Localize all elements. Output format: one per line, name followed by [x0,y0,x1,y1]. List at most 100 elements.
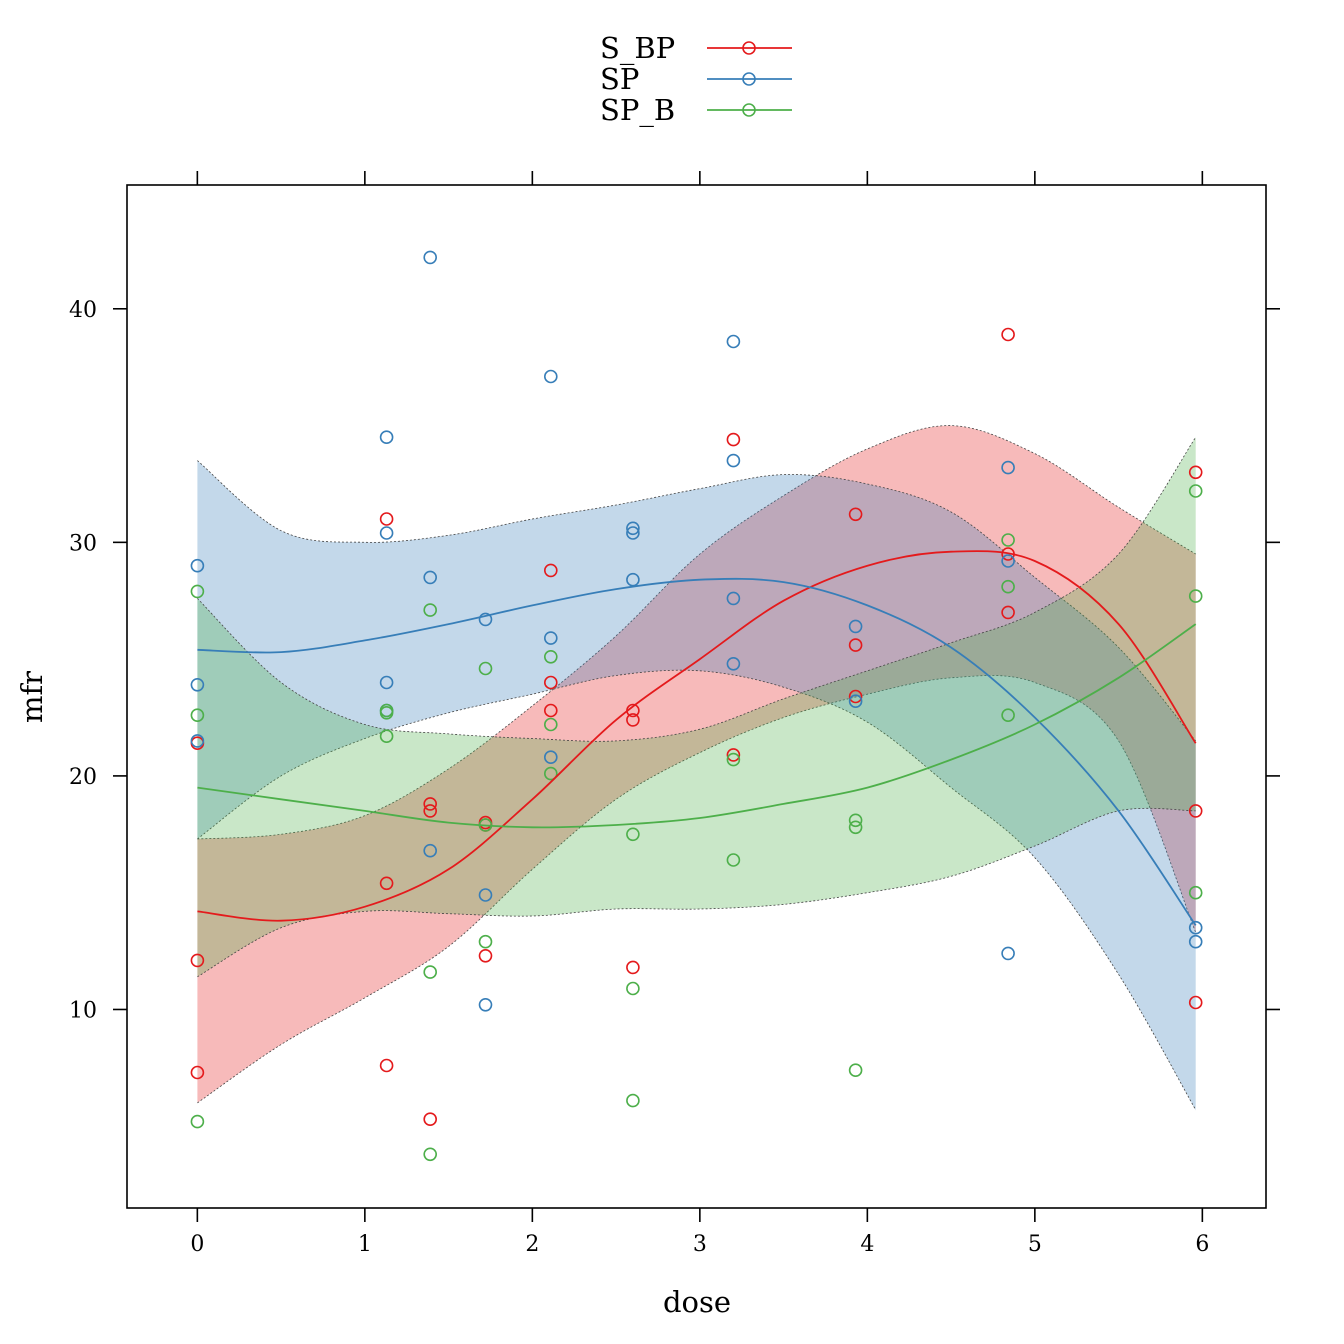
point-s-bp [379,1058,394,1073]
legend-item-s-bp: S_BP [600,31,792,66]
point-s-bp [848,638,863,652]
point-s-bp [423,804,438,818]
point-sp-b [626,981,640,996]
data-points [190,250,1203,1162]
plot-frame [126,184,1267,1209]
point-s-bp [1001,605,1015,620]
point-sp [423,843,438,858]
point-sp [848,619,863,634]
band-upper-edge [197,436,1197,742]
point-s-bp [1001,327,1015,342]
x-axis-title: dose [663,1285,731,1319]
confidence-bands [197,425,1197,1111]
point-sp [423,250,438,265]
x-tick-label: 4 [860,1232,874,1257]
x-tick-label: 6 [1195,1232,1209,1257]
point-sp [848,694,863,709]
legend-label: SP_B [600,93,675,128]
point-sp [726,656,741,671]
point-sp [1001,946,1015,961]
y-tick-label: 40 [69,298,97,323]
point-sp-b [1001,533,1015,547]
band-lower-edge [197,675,1197,1104]
point-sp [726,334,741,349]
point-s-bp [543,563,558,578]
y-tick-label: 30 [69,531,97,556]
point-sp-b [543,649,558,664]
point-sp [726,453,741,468]
point-sp [379,675,394,690]
point-sp-b [1188,589,1203,603]
legend-marker [742,72,756,86]
fit-lines [197,550,1197,926]
legend-label: S_BP [600,31,675,66]
point-sp-b [1001,708,1015,723]
point-sp [379,526,394,540]
point-sp-b [423,1147,438,1162]
point-s-bp [848,507,863,522]
point-sp-b [1188,484,1203,498]
x-axis: 0 1 2 3 4 5 6 [190,171,1209,1257]
band-lower-edge [197,669,1197,1111]
point-s-bp [423,797,438,811]
point-sp [423,570,438,585]
point-sp [478,612,493,627]
point-sp [478,888,493,902]
point-sp [1188,934,1203,949]
point-sp [190,558,205,573]
point-sp-b [190,584,205,599]
point-s-bp [423,1112,438,1126]
point-sp-b [726,853,741,867]
x-tick-label: 5 [1028,1232,1042,1257]
y-axis-title: mfr [15,671,49,723]
legend-item-sp: SP [600,62,792,96]
point-s-bp [626,960,640,975]
point-s-bp [190,1065,205,1080]
legend-label: SP [600,62,639,96]
point-sp-b [478,661,493,676]
point-sp-b [543,717,558,732]
point-sp [478,997,493,1012]
legend-marker [742,103,756,117]
point-s-bp [726,748,741,762]
point-sp-b [543,766,558,781]
band-s-bp [197,425,1196,1103]
x-tick-label: 0 [190,1232,204,1257]
point-sp-b [848,1063,863,1077]
point-s-bp [478,948,493,963]
legend-item-sp-b: SP_B [600,93,792,128]
point-s-bp [190,953,205,968]
point-sp [626,526,640,540]
point-sp-b [423,965,438,979]
point-sp-b [478,934,493,949]
point-s-bp [379,512,394,526]
point-sp-b [190,708,205,723]
band-sp [197,460,1196,1110]
point-sp [1001,554,1015,568]
point-sp-b [626,827,640,842]
point-sp-b [379,705,394,720]
y-tick-label: 10 [69,998,97,1023]
point-sp [379,430,394,445]
point-sp [726,591,741,606]
fit-line-sp-b [197,623,1197,829]
point-sp [190,677,205,692]
point-sp-b [423,603,438,617]
point-s-bp [543,703,558,718]
point-sp-b [1188,885,1203,900]
point-s-bp [626,713,640,727]
fit-line-sp [197,577,1197,926]
band-lower-edge [197,807,1196,978]
y-tick-label: 20 [69,765,97,790]
legend-marker [742,41,756,55]
point-sp [543,631,558,645]
x-tick-label: 3 [693,1232,707,1257]
point-sp [626,521,640,536]
point-s-bp [848,689,863,704]
point-s-bp [1188,804,1203,818]
point-sp [1188,920,1203,935]
point-sp [1001,460,1015,475]
point-sp-b [848,813,863,828]
